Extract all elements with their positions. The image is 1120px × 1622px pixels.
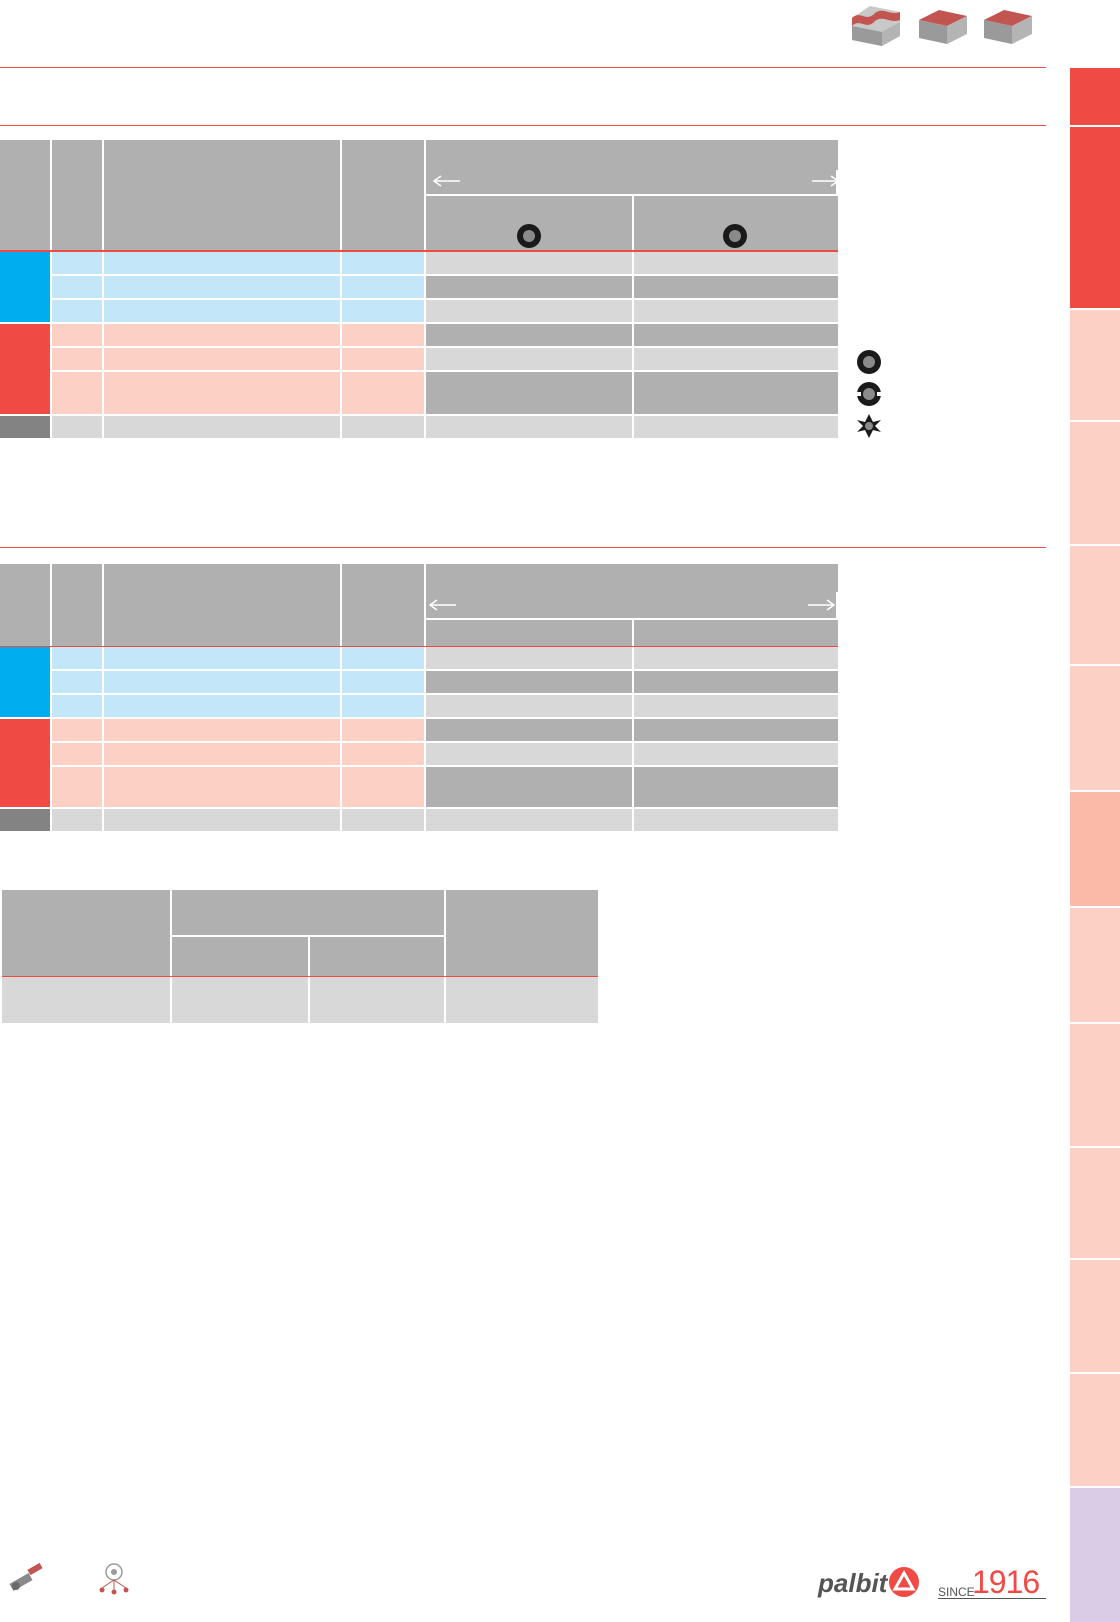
side-tab-7[interactable]	[1070, 792, 1120, 906]
arrow-right-icon	[808, 599, 836, 611]
arrow-left-icon	[432, 175, 460, 187]
side-tab-8[interactable]	[1070, 908, 1120, 1022]
side-tab-10[interactable]	[1070, 1148, 1120, 1258]
side-tab-2[interactable]	[1070, 127, 1120, 308]
since-label: SINCE	[938, 1585, 975, 1599]
side-tab-1[interactable]	[1070, 68, 1120, 125]
tool-selection-icon	[99, 1563, 129, 1595]
full-ring-insert-icon	[723, 224, 747, 248]
notched-ring-insert-icon	[857, 382, 881, 406]
palbit-logo-icon	[889, 1567, 919, 1597]
brand-logo-text: palbit	[818, 1568, 888, 1598]
full-ring-insert-icon	[517, 224, 541, 248]
side-tab-6[interactable]	[1070, 666, 1120, 790]
side-tab-12[interactable]	[1070, 1374, 1120, 1486]
red-group-tab	[0, 719, 50, 807]
grey-group-tab	[0, 416, 50, 438]
blue-group-tab	[0, 252, 50, 322]
side-tab-5[interactable]	[1070, 546, 1120, 664]
full-ring-insert-icon	[857, 350, 881, 374]
side-tab-13[interactable]	[1070, 1488, 1120, 1622]
arrow-left-icon	[428, 599, 456, 611]
flat-surface-icon	[984, 10, 1032, 44]
section-rule-1	[0, 125, 1046, 126]
side-tab-4[interactable]	[1070, 422, 1120, 544]
since-year: 1916	[972, 1564, 1040, 1600]
section-rule-2	[0, 547, 1046, 548]
blue-group-tab	[0, 647, 50, 717]
contour-surface-icon	[852, 6, 900, 46]
side-tab-3[interactable]	[1070, 310, 1120, 420]
turning-tool-icon	[9, 1562, 43, 1591]
red-group-tab	[0, 324, 50, 414]
table2-header	[0, 564, 838, 646]
grey-group-tab	[0, 809, 50, 831]
top-rule	[0, 67, 1046, 68]
cross-insert-icon	[857, 414, 881, 438]
side-tab-11[interactable]	[1070, 1260, 1120, 1372]
slot-surface-icon	[919, 10, 967, 44]
side-tab-9[interactable]	[1070, 1024, 1120, 1146]
arrow-right-icon	[812, 175, 840, 187]
